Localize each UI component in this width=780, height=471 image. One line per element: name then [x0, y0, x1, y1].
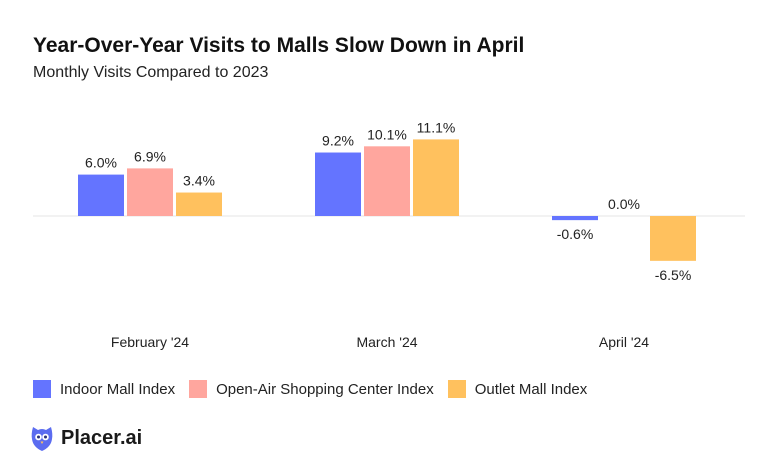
legend-label-outlet: Outlet Mall Index [474, 380, 588, 398]
data-label-indoor-0: 6.0% [85, 155, 117, 171]
legend-label-indoor: Indoor Mall Index [60, 380, 176, 398]
bar-outlet-1 [413, 139, 459, 216]
owl-logo-icon [31, 427, 53, 451]
bar-indoor-0 [78, 174, 124, 216]
legend-swatch-outlet [447, 380, 466, 398]
brand-logo: Placer.ai [30, 424, 142, 452]
chart-title: Year-Over-Year Visits to Malls Slow Down… [33, 34, 525, 57]
legend-item-outlet: Outlet Mall Index [447, 380, 588, 398]
data-label-indoor-2: -0.6% [557, 226, 594, 242]
bar-indoor-1 [315, 152, 361, 216]
legend-swatch-indoor [33, 380, 51, 398]
legend-label-open-air: Open-Air Shopping Center Index [216, 380, 434, 398]
data-label-open-air-1: 10.1% [367, 126, 407, 142]
category-label-1: March '24 [356, 334, 417, 350]
data-label-outlet-0: 3.4% [183, 173, 215, 189]
bar-indoor-2 [552, 216, 598, 221]
data-label-open-air-0: 6.9% [134, 148, 166, 164]
category-label-2: April '24 [599, 334, 649, 350]
category-label-0: February '24 [111, 334, 189, 350]
bar-outlet-0 [176, 192, 222, 216]
bar-open-air-0 [127, 168, 173, 216]
legend-item-indoor: Indoor Mall Index [33, 380, 175, 398]
brand-name: Placer.ai [61, 426, 143, 449]
data-label-open-air-2: 0.0% [608, 196, 640, 212]
legend-swatch-open-air [189, 380, 208, 398]
data-label-indoor-1: 9.2% [322, 133, 354, 149]
data-label-outlet-2: -6.5% [655, 267, 692, 283]
legend: Indoor Mall Index Open-Air Shopping Cent… [33, 380, 587, 398]
data-label-outlet-1: 11.1% [417, 119, 456, 135]
chart-subtitle: Monthly Visits Compared to 2023 [33, 64, 269, 81]
bar-outlet-2 [650, 216, 696, 261]
bar-open-air-1 [364, 146, 410, 216]
legend-item-open-air: Open-Air Shopping Center Index [189, 380, 434, 398]
